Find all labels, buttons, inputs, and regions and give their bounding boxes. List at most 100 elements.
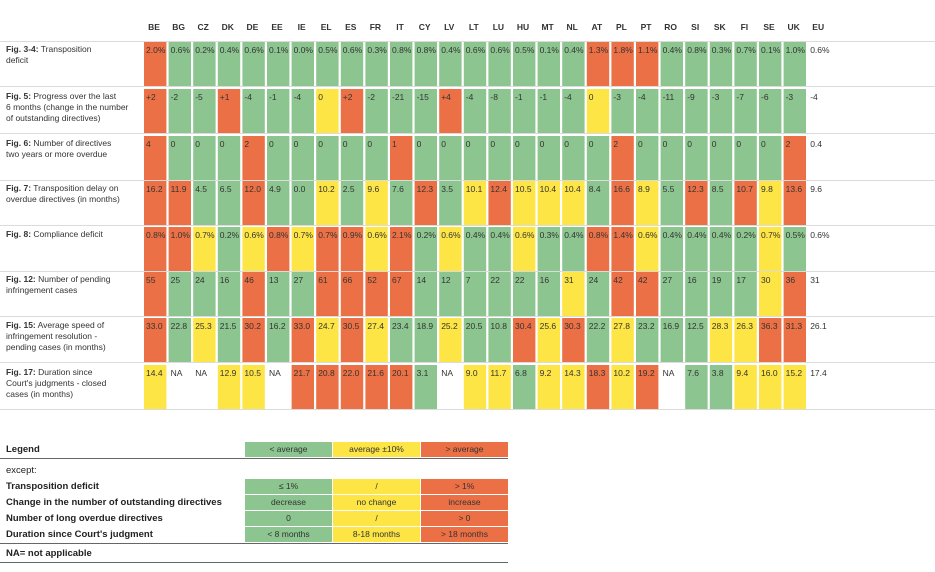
cell-value: 0.9% [343,230,363,240]
heatmap-cell [488,42,511,86]
heatmap-cell [636,227,659,271]
cell-value: 9.0 [466,368,478,378]
heatmap-cell [144,181,167,225]
cell-value: 0.6% [638,230,658,240]
heatmap-cell [783,42,806,86]
row-label: Fig. 5: Progress over the last 6 months (… [6,91,129,123]
heatmap-cell [414,365,437,409]
heatmap-cell [193,89,216,133]
heatmap-cell [537,181,560,225]
heatmap-cell [463,42,487,86]
cell-value: 0.6% [343,45,363,55]
heatmap-cell [267,318,290,362]
heatmap-cell [242,42,265,86]
heatmap-cell [291,272,314,316]
legend-divider [0,562,508,563]
heatmap-cell [488,365,511,409]
heatmap-cell [759,272,782,316]
heatmap-cell [316,272,339,316]
heatmap-cell [488,272,511,316]
column-header: UK [787,22,800,32]
heatmap-cell [168,42,191,86]
cell-value: 13 [269,275,279,285]
heatmap-cell [709,227,733,271]
heatmap-cell [217,365,241,409]
heatmap-cell [709,318,733,362]
cell-value: NA [663,368,675,378]
cell-value: 0.8% [417,45,437,55]
cell-value: 0 [663,139,668,149]
heatmap-cell [340,181,364,225]
cell-value: 0.2% [736,230,756,240]
cell-value: 0 [638,139,643,149]
cell-value: 52 [367,275,377,285]
cell-value: -7 [736,92,744,102]
cell-value: 0.4% [687,230,707,240]
heatmap-cell [611,181,634,225]
legend-cell-green: ≤ 1% [245,479,332,494]
cell-value: 25.6 [540,321,557,331]
heatmap-cell [168,89,191,133]
cell-value: 0 [540,139,545,149]
cell-value: 0.8% [146,230,166,240]
cell-value: 61 [318,275,328,285]
cell-value: 27 [294,275,304,285]
heatmap-cell [291,136,314,180]
cell-value: 0.6% [515,230,535,240]
cell-value: 0 [466,139,471,149]
heatmap-cell [390,136,413,180]
heatmap-cell [709,181,733,225]
cell-value: 1.3% [589,45,609,55]
cell-value: 31.3 [786,321,803,331]
column-header: LU [493,22,504,32]
heatmap-cell [783,136,806,180]
cell-value: 0.4% [441,45,461,55]
legend-row-label: Number of long overdue directives [6,513,163,524]
heatmap-cell [685,272,708,316]
cell-value: 0.0% [294,45,314,55]
legend-cell-red: increase [421,495,508,510]
heatmap-cell [414,272,437,316]
column-header: LV [444,22,455,32]
cell-value: 0.2% [417,230,437,240]
cell-value: 0.6% [441,230,461,240]
heatmap-cell [734,42,757,86]
column-header: DK [222,22,235,32]
cell-value: 24 [589,275,599,285]
column-header: SK [714,22,727,32]
cell-value: 10.4 [540,184,557,194]
cell-value: -1 [540,92,548,102]
cell-value: 28.3 [712,321,729,331]
cell-value: 0.7% [761,230,781,240]
heatmap-cell [316,181,339,225]
heatmap-cell [316,42,339,86]
cell-value: 1.8% [613,45,633,55]
heatmap-cell [217,42,241,86]
cell-value: -3 [786,92,794,102]
heatmap-cell [390,227,413,271]
cell-value: -4 [638,92,646,102]
heatmap-cell [365,365,388,409]
legend-divider [0,543,508,544]
heatmap-cell [488,227,511,271]
heatmap-cell [636,318,659,362]
heatmap-cell [267,42,290,86]
cell-value: 0.5% [515,45,535,55]
cell-value: 12.4 [490,184,507,194]
heatmap-cell [144,272,167,316]
cell-value: 1 [392,139,397,149]
cell-value: 33.0 [294,321,311,331]
column-header: SE [763,22,775,32]
heatmap-cell [808,181,831,225]
heatmap-cell [340,136,364,180]
cell-value: 1.0% [171,230,191,240]
cell-value: 2 [786,139,791,149]
heatmap-cell [267,227,290,271]
heatmap-cell [291,318,314,362]
heatmap-cell [217,181,241,225]
heatmap-cell [463,365,487,409]
heatmap-cell [316,136,339,180]
heatmap-cell [660,272,683,316]
cell-value: 14 [417,275,427,285]
heatmap-cell [242,89,265,133]
